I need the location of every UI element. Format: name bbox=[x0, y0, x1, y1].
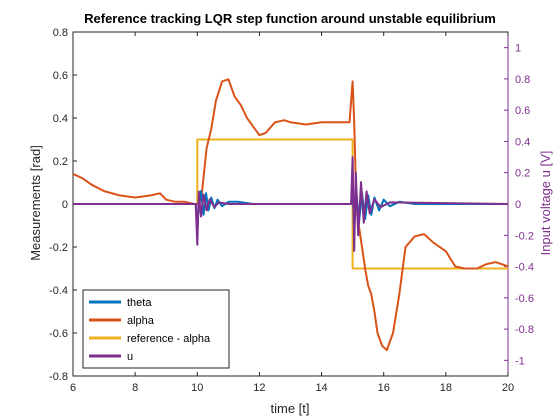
y-tick-label: -0.4 bbox=[49, 285, 68, 297]
x-tick-label: 18 bbox=[440, 382, 452, 394]
x-tick-label: 8 bbox=[132, 382, 138, 394]
y2-axis-label: Input voltage u [V] bbox=[538, 151, 553, 256]
y2-tick-label: 0.8 bbox=[515, 74, 530, 86]
y-tick-label: 0 bbox=[62, 199, 68, 211]
chart-title: Reference tracking LQR step function aro… bbox=[84, 11, 496, 26]
y2-tick-label: 0.6 bbox=[515, 105, 530, 117]
x-tick-label: 10 bbox=[191, 382, 203, 394]
series-line-u bbox=[73, 156, 508, 252]
x-tick-label: 16 bbox=[378, 382, 390, 394]
y2-tick-label: -0.6 bbox=[515, 293, 534, 305]
x-tick-label: 14 bbox=[315, 382, 327, 394]
y-axis-label: Measurements [rad] bbox=[28, 145, 43, 261]
x-tick-label: 20 bbox=[502, 382, 514, 394]
y2-tick-label: -0.8 bbox=[515, 324, 534, 336]
y2-tick-label: -0.2 bbox=[515, 230, 534, 242]
y-tick-label: 0.8 bbox=[53, 27, 68, 39]
y-tick-label: -0.2 bbox=[49, 242, 68, 254]
legend-label: u bbox=[127, 351, 133, 363]
legend-label: alpha bbox=[127, 315, 155, 327]
y2-tick-label: -0.4 bbox=[515, 262, 534, 274]
series-line-alpha bbox=[73, 78, 508, 352]
legend: theta alpha reference - alpha u bbox=[82, 289, 230, 369]
x-axis-label: time [t] bbox=[270, 401, 309, 416]
y-tick-label: 0.6 bbox=[53, 70, 68, 82]
y2-tick-label: 0.4 bbox=[515, 136, 530, 148]
y2-tick-label: -1 bbox=[515, 355, 525, 367]
y-tick-label: 0.4 bbox=[53, 113, 68, 125]
legend-label: reference - alpha bbox=[127, 333, 211, 345]
legend-label: theta bbox=[127, 297, 152, 309]
y-tick-label: -0.8 bbox=[49, 371, 68, 383]
y-tick-label: -0.6 bbox=[49, 328, 68, 340]
y2-tick-label: 0.2 bbox=[515, 168, 530, 180]
y2-tick-label: 1 bbox=[515, 43, 521, 55]
y-tick-label: 0.2 bbox=[53, 156, 68, 168]
x-tick-label: 6 bbox=[70, 382, 76, 394]
x-tick-label: 12 bbox=[253, 382, 265, 394]
y2-tick-label: 0 bbox=[515, 199, 521, 211]
